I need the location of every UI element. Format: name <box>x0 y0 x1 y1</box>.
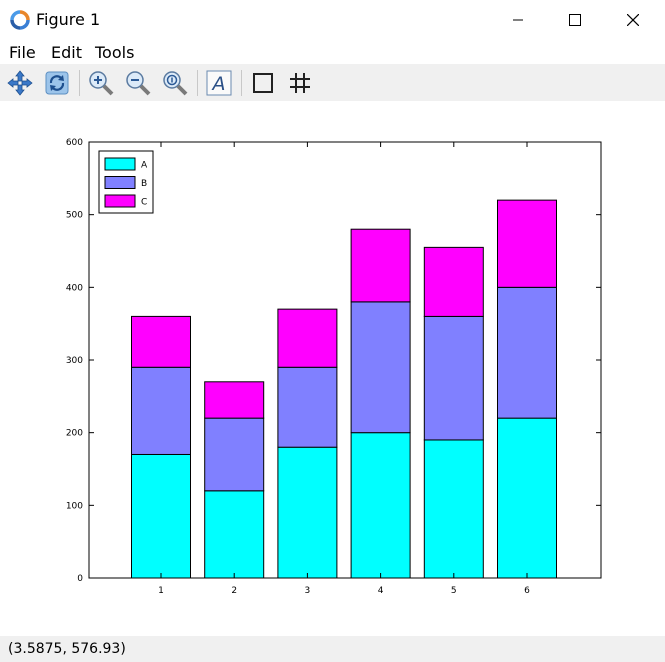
x-tick-label: 6 <box>524 586 530 596</box>
bar-C-5 <box>423 246 484 317</box>
bar-A-1 <box>131 453 191 579</box>
svg-text:A: A <box>211 73 226 95</box>
y-tick-label: 0 <box>77 574 83 584</box>
insert-text-button[interactable]: A <box>204 68 234 98</box>
grid-icon <box>290 73 310 93</box>
y-tick-label: 500 <box>66 211 83 221</box>
menu-file[interactable]: File <box>9 43 36 62</box>
menu-tools[interactable]: Tools <box>95 43 135 62</box>
legend-swatch-A <box>104 157 136 171</box>
bar-A-6 <box>497 417 557 579</box>
axes-box-button[interactable] <box>248 68 278 98</box>
title-bar: Figure 1 <box>0 0 665 40</box>
octave-logo-icon <box>10 10 30 30</box>
x-tick-label: 3 <box>305 586 311 596</box>
legend-label-C: C <box>141 198 147 208</box>
bar-B-2 <box>204 417 265 492</box>
bar-B-1 <box>131 366 191 455</box>
menu-edit[interactable]: Edit <box>51 43 82 62</box>
zoom-out-icon <box>126 71 151 96</box>
x-tick-label: 5 <box>451 586 457 596</box>
x-tick-label: 2 <box>231 586 237 596</box>
x-tick-label: 4 <box>378 586 384 596</box>
x-tick-label: 1 <box>158 586 164 596</box>
bar-A-3 <box>277 446 338 579</box>
minimize-icon <box>513 19 523 21</box>
legend-swatch-C <box>104 194 136 208</box>
close-button[interactable] <box>610 0 656 40</box>
figure-canvas[interactable]: 0 100 200 300 400 500 600 1 2 3 4 5 6 A B C <box>0 101 665 636</box>
bar-A-2 <box>204 490 265 579</box>
maximize-icon <box>569 14 581 26</box>
rotate-button[interactable] <box>42 68 72 98</box>
grid-button[interactable] <box>285 68 315 98</box>
y-tick-label: 100 <box>66 501 83 511</box>
pan-icon <box>7 70 33 96</box>
zoom-out-button[interactable] <box>123 68 153 98</box>
bar-C-6 <box>497 199 557 288</box>
close-icon <box>627 14 639 26</box>
maximize-button[interactable] <box>552 0 598 40</box>
zoom-in-button[interactable] <box>86 68 116 98</box>
toolbar: A <box>0 64 665 101</box>
minimize-button[interactable] <box>495 0 541 40</box>
text-icon: A <box>206 70 232 96</box>
window-title: Figure 1 <box>36 10 101 29</box>
zoom-in-icon <box>89 71 114 96</box>
zoom-reset-icon <box>163 71 188 96</box>
y-tick-label: 300 <box>66 356 83 366</box>
bar-C-3 <box>277 308 338 368</box>
bar-B-3 <box>277 366 338 448</box>
bar-B-4 <box>350 301 411 434</box>
bar-chart: 0 100 200 300 400 500 600 1 2 3 4 5 6 ABC <box>66 138 602 596</box>
rotate-icon <box>45 71 69 95</box>
legend-label-A: A <box>141 161 148 171</box>
legend-label-B: B <box>141 179 147 189</box>
menu-bar: File Edit Tools <box>0 40 665 64</box>
zoom-reset-button[interactable] <box>160 68 190 98</box>
bar-B-5 <box>423 315 484 441</box>
status-bar: (3.5875, 576.93) <box>0 636 665 662</box>
toolbar-separator <box>79 70 80 96</box>
y-tick-label: 600 <box>66 138 83 148</box>
legend-swatch-B <box>104 176 136 189</box>
bar-A-4 <box>350 432 411 579</box>
bar-A-5 <box>423 439 484 579</box>
box-icon <box>253 73 273 93</box>
cursor-coordinates: (3.5875, 576.93) <box>8 641 126 657</box>
bar-C-4 <box>350 228 411 303</box>
bar-C-2 <box>204 381 265 419</box>
bar-C-1 <box>131 315 191 368</box>
toolbar-separator <box>241 70 242 96</box>
y-tick-label: 200 <box>66 429 83 439</box>
bar-B-6 <box>497 286 557 419</box>
pan-button[interactable] <box>5 68 35 98</box>
toolbar-separator <box>197 70 198 96</box>
y-tick-label: 400 <box>66 283 83 293</box>
